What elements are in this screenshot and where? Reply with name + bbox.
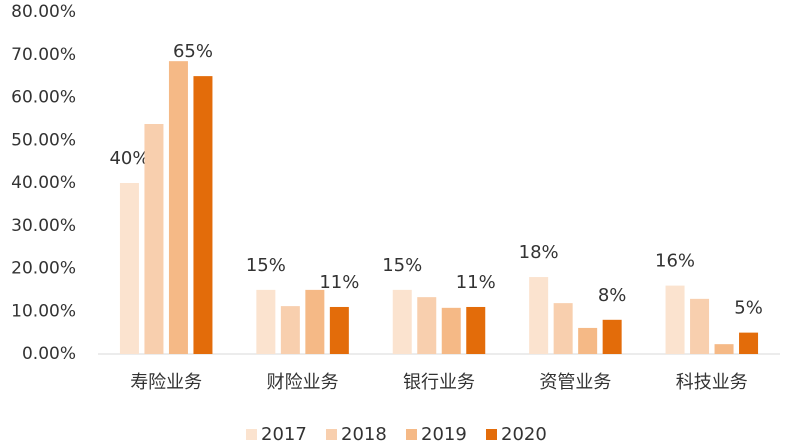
y-tick-label: 50.00% xyxy=(11,130,76,150)
x-tick-label: 科技业务 xyxy=(676,372,748,393)
value-label: 16% xyxy=(655,251,695,272)
y-tick-label: 30.00% xyxy=(11,216,76,236)
bar xyxy=(392,289,412,354)
value-label: 5% xyxy=(734,298,763,319)
bar xyxy=(119,183,139,354)
bar xyxy=(529,277,549,354)
value-label: 15% xyxy=(382,255,422,276)
y-tick-label: 20.00% xyxy=(11,259,76,279)
value-label: 11% xyxy=(456,272,496,293)
legend-label: 2018 xyxy=(341,424,387,443)
value-label: 11% xyxy=(319,272,359,293)
y-tick-label: 80.00% xyxy=(11,2,76,22)
y-tick-label: 0.00% xyxy=(22,344,76,364)
bar xyxy=(739,332,759,354)
bar xyxy=(441,307,461,354)
legend-label: 2017 xyxy=(261,424,307,443)
bar xyxy=(417,297,437,354)
y-tick-label: 10.00% xyxy=(11,301,76,321)
value-label: 40% xyxy=(109,148,149,169)
legend-label: 2019 xyxy=(421,424,467,443)
x-tick-label: 资管业务 xyxy=(539,372,611,393)
bar xyxy=(193,76,213,354)
y-tick-label: 60.00% xyxy=(11,88,76,108)
bar xyxy=(602,319,622,354)
legend-label: 2020 xyxy=(501,424,547,443)
bar xyxy=(714,344,734,354)
bar xyxy=(280,306,300,354)
value-label: 18% xyxy=(519,242,559,263)
legend-swatch xyxy=(486,429,497,440)
value-label: 65% xyxy=(173,41,213,62)
x-tick-label: 寿险业务 xyxy=(130,372,202,393)
bar xyxy=(168,61,188,354)
y-tick-label: 70.00% xyxy=(11,45,76,65)
bar xyxy=(256,289,276,354)
x-tick-label: 财险业务 xyxy=(267,372,339,393)
bar xyxy=(690,298,710,354)
bar xyxy=(305,289,325,354)
bar xyxy=(553,303,573,354)
y-tick-label: 40.00% xyxy=(11,173,76,193)
bar xyxy=(665,285,685,354)
legend-swatch xyxy=(246,429,257,440)
value-label: 8% xyxy=(598,285,627,306)
bar xyxy=(578,327,598,354)
legend-swatch xyxy=(326,429,337,440)
value-label: 15% xyxy=(246,255,286,276)
bar xyxy=(329,306,349,354)
bar xyxy=(466,306,486,354)
x-tick-label: 银行业务 xyxy=(403,372,475,393)
bar xyxy=(144,124,164,354)
legend-swatch xyxy=(406,429,417,440)
